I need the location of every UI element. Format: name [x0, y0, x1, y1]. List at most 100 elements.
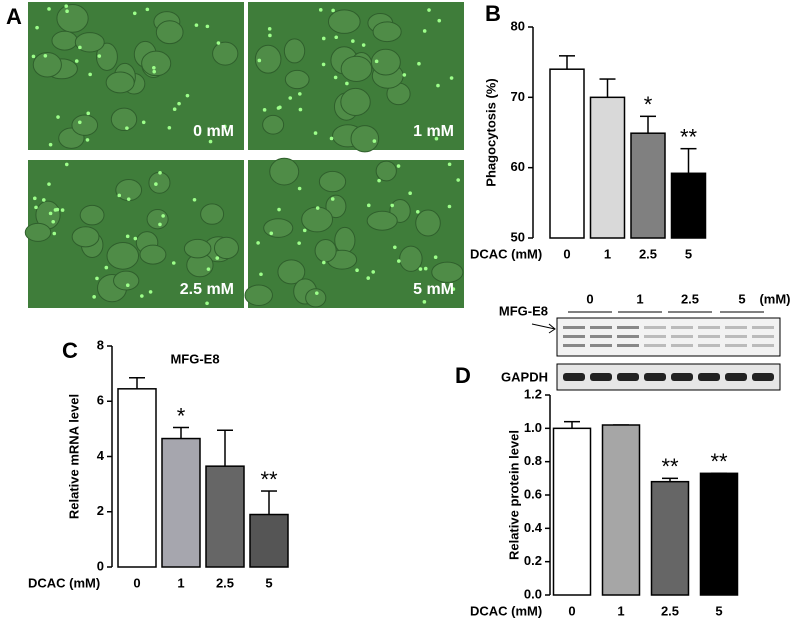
- bead: [257, 58, 262, 63]
- cell: [71, 114, 99, 136]
- bead: [288, 96, 293, 100]
- chart-title: MFG-E8: [170, 351, 219, 366]
- band: [698, 326, 720, 329]
- bead: [331, 8, 335, 13]
- band: [590, 335, 612, 338]
- band: [698, 335, 720, 338]
- bead: [268, 33, 272, 38]
- bead: [171, 261, 176, 265]
- bead: [297, 241, 301, 245]
- bead: [390, 203, 394, 208]
- band: [671, 335, 693, 338]
- cell: [263, 218, 294, 238]
- bead: [158, 222, 162, 227]
- bead: [64, 4, 69, 8]
- bead: [355, 268, 359, 272]
- bead: [277, 207, 281, 212]
- significance: **: [260, 467, 278, 492]
- bead: [78, 120, 82, 125]
- band: [590, 326, 612, 329]
- cell: [56, 4, 89, 33]
- cell: [283, 38, 306, 64]
- bead: [53, 208, 58, 212]
- cell: [350, 125, 380, 153]
- cell: [399, 245, 423, 272]
- cell: [431, 261, 464, 283]
- lane-label: 5: [738, 291, 745, 306]
- band: [563, 344, 585, 347]
- cell: [155, 20, 184, 45]
- y-tick-label: 2: [97, 503, 104, 518]
- cell: [327, 9, 361, 34]
- cell: [284, 69, 310, 90]
- bead: [43, 53, 48, 58]
- bead: [408, 191, 412, 196]
- bead: [374, 59, 379, 64]
- bead: [427, 8, 431, 12]
- band: [617, 373, 639, 381]
- bead: [313, 131, 318, 135]
- x-tick-label: 0: [563, 246, 570, 261]
- cell: [254, 44, 282, 74]
- bead: [456, 178, 460, 182]
- y-tick-label: 8: [97, 337, 104, 352]
- panel-letter: D: [455, 363, 471, 388]
- bar: [117, 388, 157, 568]
- bead: [205, 24, 210, 29]
- cell: [71, 226, 100, 248]
- bead: [366, 203, 371, 208]
- bead: [65, 9, 69, 14]
- band: [698, 344, 720, 347]
- cell: [334, 226, 356, 254]
- y-tick-label: 1.2: [524, 386, 542, 401]
- image-label: 5 mM: [413, 281, 454, 298]
- cell: [244, 284, 273, 306]
- bead: [32, 196, 37, 201]
- unit-label: (mM): [759, 291, 790, 306]
- band: [644, 373, 666, 381]
- bead: [167, 125, 172, 130]
- bead: [56, 115, 60, 119]
- bead: [161, 214, 165, 218]
- cell: [32, 52, 62, 78]
- bead: [51, 219, 56, 224]
- bead: [177, 101, 181, 106]
- bead: [297, 186, 302, 191]
- band: [725, 373, 747, 381]
- bead: [126, 197, 131, 201]
- bead: [422, 29, 427, 33]
- bar: [699, 472, 739, 596]
- band: [752, 335, 774, 338]
- cell: [213, 236, 239, 260]
- bead: [267, 27, 272, 31]
- x-tick-label: 2.5: [639, 246, 657, 261]
- bead: [208, 139, 213, 144]
- bar: [205, 465, 245, 568]
- bar: [161, 437, 201, 568]
- bead: [278, 105, 282, 110]
- bar: [549, 68, 585, 239]
- cell: [146, 208, 169, 230]
- cell: [113, 270, 140, 291]
- bead: [133, 236, 138, 241]
- bead: [417, 61, 421, 66]
- bead: [437, 18, 442, 23]
- bead: [35, 25, 39, 30]
- bead: [125, 126, 129, 130]
- band: [671, 373, 693, 381]
- bead: [206, 267, 211, 271]
- bead: [92, 295, 96, 299]
- bead: [86, 111, 91, 116]
- bead: [361, 43, 366, 47]
- bead: [152, 65, 156, 70]
- band: [644, 344, 666, 347]
- bead: [74, 59, 79, 63]
- bead: [172, 107, 177, 112]
- bead: [34, 205, 38, 210]
- significance: *: [177, 403, 186, 428]
- bead: [216, 41, 221, 45]
- bar: [249, 513, 289, 568]
- cell: [301, 206, 334, 233]
- lane-label: 0: [586, 291, 593, 306]
- bead: [259, 272, 263, 277]
